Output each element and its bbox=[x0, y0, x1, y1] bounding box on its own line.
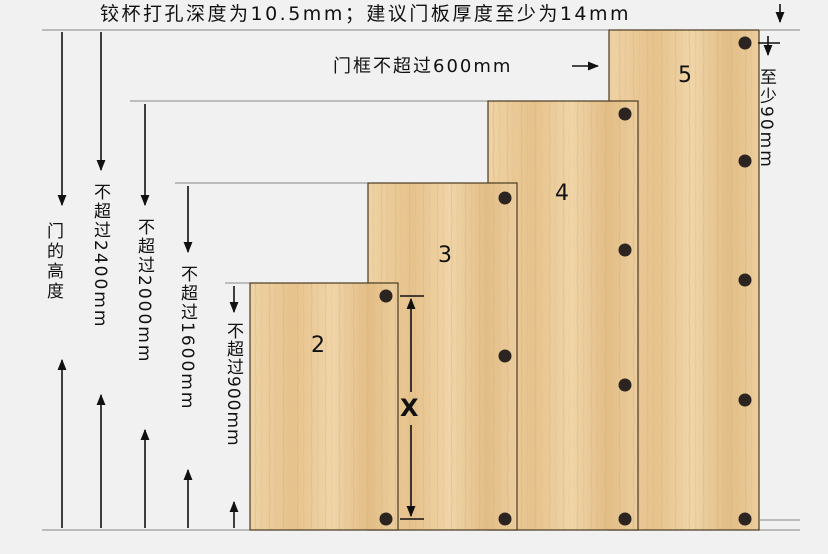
x-dimension bbox=[400, 295, 424, 520]
panel-2 bbox=[249, 282, 399, 531]
panel-number-2: 2 bbox=[311, 333, 325, 358]
limit-2000-label: 不超过2000mm bbox=[134, 218, 155, 363]
hinge-hole bbox=[738, 273, 752, 287]
x-label: X bbox=[400, 394, 419, 422]
frame-width-note: 门框不超过600mm bbox=[333, 56, 512, 77]
limit-1600-label: 不超过1600mm bbox=[177, 265, 198, 410]
hinge-hole bbox=[498, 512, 512, 526]
hinge-hole bbox=[498, 191, 512, 205]
panel-number-4: 4 bbox=[555, 181, 569, 206]
hinge-hole bbox=[618, 243, 632, 257]
limit-900-label: 不超过900mm bbox=[223, 322, 244, 447]
hinge-hole bbox=[738, 393, 752, 407]
top-note: 铰杯打孔深度为10.5mm；建议门板厚度至少为14mm bbox=[100, 3, 631, 25]
hinge-hole bbox=[618, 512, 632, 526]
edge-distance-note: 至少90mm bbox=[756, 68, 777, 169]
hinge-hole bbox=[618, 107, 632, 121]
hinge-holes bbox=[379, 36, 752, 526]
hinge-hole bbox=[379, 289, 393, 303]
hinge-hole bbox=[738, 512, 752, 526]
panel-number-5: 5 bbox=[678, 63, 692, 88]
hinge-hole bbox=[738, 36, 752, 50]
hinge-hole bbox=[498, 349, 512, 363]
panel-number-3: 3 bbox=[438, 243, 452, 268]
hinge-hole bbox=[738, 154, 752, 168]
door-height-label: 门的高度 bbox=[43, 222, 64, 302]
hinge-hole bbox=[618, 378, 632, 392]
hinge-hole bbox=[379, 512, 393, 526]
limit-2400-label: 不超过2400mm bbox=[90, 183, 111, 328]
